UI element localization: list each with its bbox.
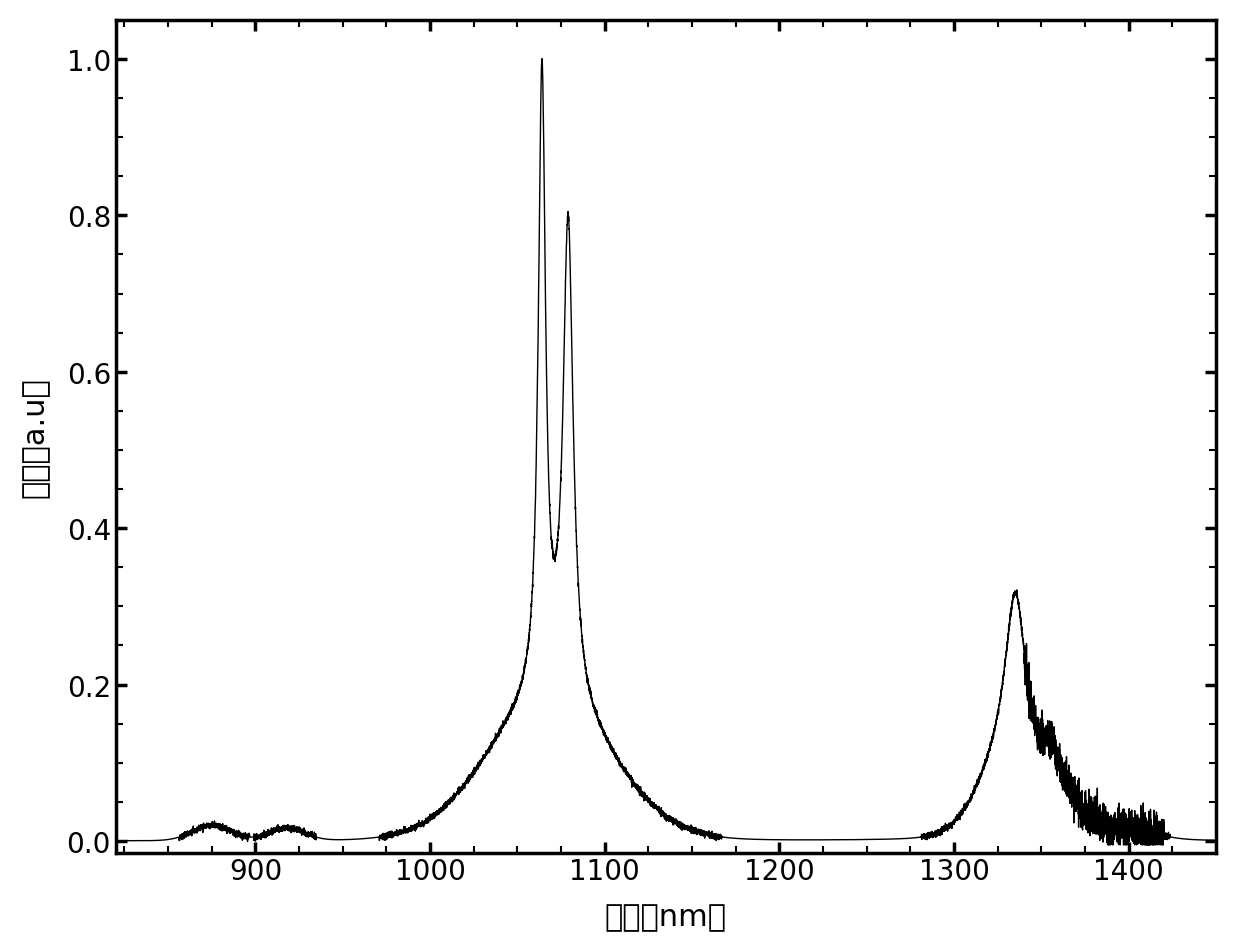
X-axis label: 波长（nm）: 波长（nm）	[605, 902, 727, 931]
Y-axis label: 强度（a.u）: 强度（a.u）	[21, 376, 49, 497]
